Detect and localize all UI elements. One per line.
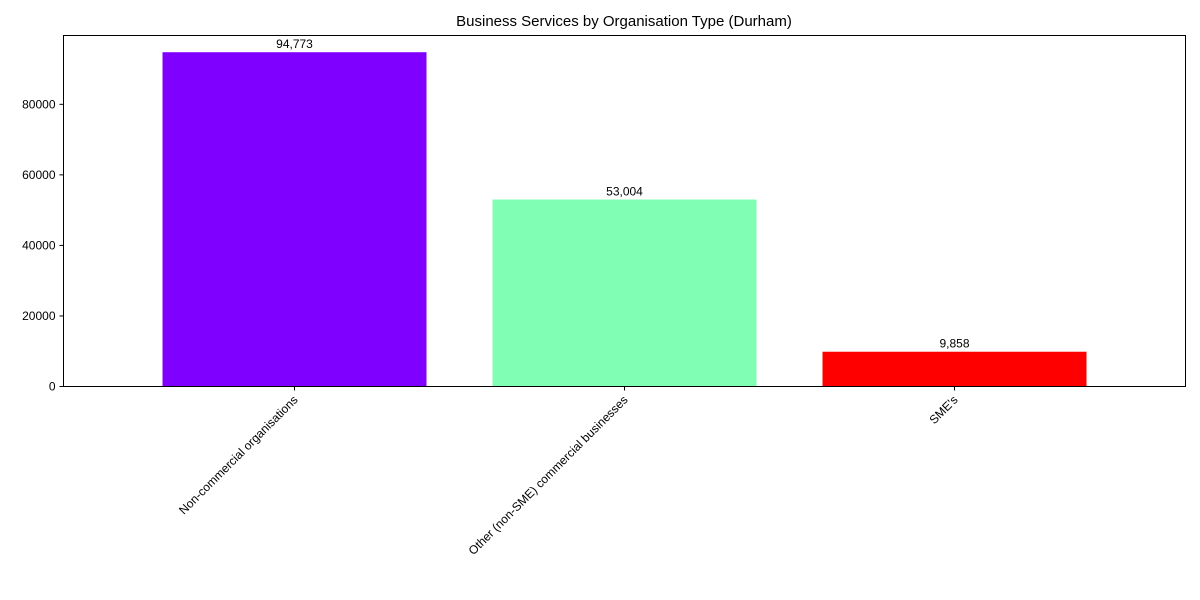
bars-group (162, 52, 1087, 387)
x-tick-label-other-non-sme-commercial-businesses: Other (non-SME) commercial businesses (466, 393, 631, 558)
bar-non-commercial-organisations (162, 52, 427, 387)
y-tick-label: 40000 (22, 238, 56, 252)
plot-frame (63, 35, 1186, 387)
bar-other-non-sme-commercial-businesses (492, 199, 757, 387)
y-axis: 0 20000 40000 60000 80000 (22, 97, 64, 394)
y-tick-label: 60000 (22, 168, 56, 182)
bar-sme-s (822, 351, 1087, 387)
data-label-non-commercial-organisations: 94,773 (276, 37, 313, 51)
y-tick-label: 0 (49, 380, 56, 394)
x-axis: Non-commercial organisations Other (non-S… (176, 386, 961, 558)
y-tick-label: 20000 (22, 309, 56, 323)
data-label-other-non-sme-commercial-businesses: 53,004 (606, 185, 643, 199)
data-label-sme-s: 9,858 (939, 337, 969, 351)
x-tick-label-sme-s: SME's (926, 393, 960, 427)
chart-title: Business Services by Organisation Type (… (456, 13, 792, 30)
y-tick-label: 80000 (22, 97, 56, 111)
data-labels-group: 94,773 53,004 9,858 (276, 37, 970, 351)
x-tick-label-non-commercial-organisations: Non-commercial organisations (176, 393, 301, 518)
